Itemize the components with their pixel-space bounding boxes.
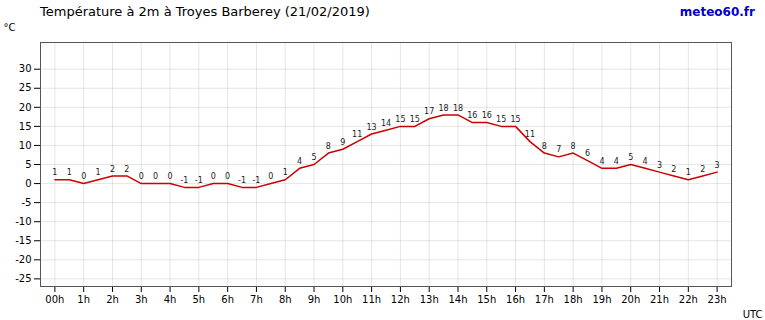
svg-text:2: 2 (110, 164, 115, 173)
svg-text:0: 0 (81, 172, 86, 181)
svg-text:-1: -1 (180, 176, 188, 185)
svg-text:16: 16 (482, 111, 492, 120)
svg-text:1: 1 (96, 168, 101, 177)
svg-text:25: 25 (19, 82, 32, 93)
svg-text:1: 1 (67, 168, 72, 177)
svg-text:14h: 14h (448, 294, 467, 305)
svg-text:12h: 12h (391, 294, 410, 305)
svg-text:20h: 20h (621, 294, 640, 305)
svg-text:15h: 15h (477, 294, 496, 305)
html-text:Température à 2m à Troyes Barb: Température à 2m à Troyes Barberey (21/0… (40, 4, 370, 19)
svg-text:21h: 21h (650, 294, 669, 305)
svg-text:13h: 13h (420, 294, 439, 305)
svg-text:22h: 22h (679, 294, 698, 305)
svg-text:-10: -10 (15, 216, 31, 227)
svg-text:1: 1 (686, 168, 691, 177)
svg-text:20: 20 (19, 102, 32, 113)
svg-text:13: 13 (367, 123, 377, 132)
svg-text:4: 4 (643, 157, 648, 166)
svg-text:5: 5 (25, 159, 31, 170)
svg-text:14: 14 (381, 119, 391, 128)
svg-text:0: 0 (25, 178, 31, 189)
svg-text:8: 8 (571, 142, 576, 151)
svg-text:4: 4 (599, 157, 604, 166)
svg-text:5h: 5h (193, 294, 206, 305)
svg-text:-1: -1 (195, 176, 203, 185)
svg-text:23h: 23h (708, 294, 727, 305)
svg-text:1h: 1h (77, 294, 90, 305)
svg-text:11: 11 (352, 130, 362, 139)
svg-text:16: 16 (467, 111, 477, 120)
svg-text:11h: 11h (362, 294, 381, 305)
svg-text:4: 4 (614, 157, 619, 166)
svg-text:-20: -20 (15, 254, 31, 265)
svg-text:5: 5 (311, 153, 316, 162)
svg-text:-1: -1 (252, 176, 260, 185)
svg-text:0: 0 (139, 172, 144, 181)
svg-text:4: 4 (297, 157, 302, 166)
svg-text:15: 15 (496, 115, 506, 124)
svg-text:18: 18 (438, 103, 448, 112)
svg-text:7: 7 (556, 145, 561, 154)
svg-text:17: 17 (424, 107, 434, 116)
svg-text:15: 15 (395, 115, 405, 124)
svg-text:6: 6 (585, 149, 590, 158)
svg-text:6h: 6h (221, 294, 234, 305)
svg-text:-25: -25 (15, 273, 31, 284)
svg-text:18: 18 (453, 103, 463, 112)
svg-text:18h: 18h (564, 294, 583, 305)
svg-text:16h: 16h (506, 294, 525, 305)
svg-text:8: 8 (326, 142, 331, 151)
svg-text:0: 0 (268, 172, 273, 181)
svg-text:5: 5 (628, 153, 633, 162)
svg-text:°C: °C (4, 22, 16, 33)
svg-text:00h: 00h (45, 294, 64, 305)
svg-text:15: 15 (410, 115, 420, 124)
svg-text:0: 0 (211, 172, 216, 181)
svg-text:1: 1 (283, 168, 288, 177)
svg-text:2h: 2h (106, 294, 119, 305)
svg-text:4h: 4h (164, 294, 177, 305)
svg-text:3: 3 (657, 161, 662, 170)
svg-text:-15: -15 (15, 235, 31, 246)
svg-text:7h: 7h (250, 294, 263, 305)
svg-text:9h: 9h (308, 294, 321, 305)
svg-text:10: 10 (19, 140, 32, 151)
svg-text:UTC: UTC (743, 309, 763, 320)
svg-text:11: 11 (525, 130, 535, 139)
svg-text:8: 8 (542, 142, 547, 151)
svg-text:2: 2 (671, 164, 676, 173)
svg-text:2: 2 (124, 164, 129, 173)
svg-text:2: 2 (700, 164, 705, 173)
html-text:meteo60.fr: meteo60.fr (679, 5, 755, 19)
svg-text:3h: 3h (135, 294, 148, 305)
svg-text:9: 9 (340, 138, 345, 147)
svg-text:15: 15 (19, 121, 32, 132)
svg-text:10h: 10h (333, 294, 352, 305)
svg-text:30: 30 (19, 63, 32, 74)
svg-text:19h: 19h (592, 294, 611, 305)
svg-text:-1: -1 (238, 176, 246, 185)
svg-text:0: 0 (153, 172, 158, 181)
svg-text:17h: 17h (535, 294, 554, 305)
svg-text:0: 0 (168, 172, 173, 181)
svg-text:-5: -5 (22, 197, 32, 208)
svg-text:3: 3 (715, 161, 720, 170)
svg-text:8h: 8h (279, 294, 292, 305)
svg-text:15: 15 (510, 115, 520, 124)
svg-text:0: 0 (225, 172, 230, 181)
svg-text:1: 1 (52, 168, 57, 177)
